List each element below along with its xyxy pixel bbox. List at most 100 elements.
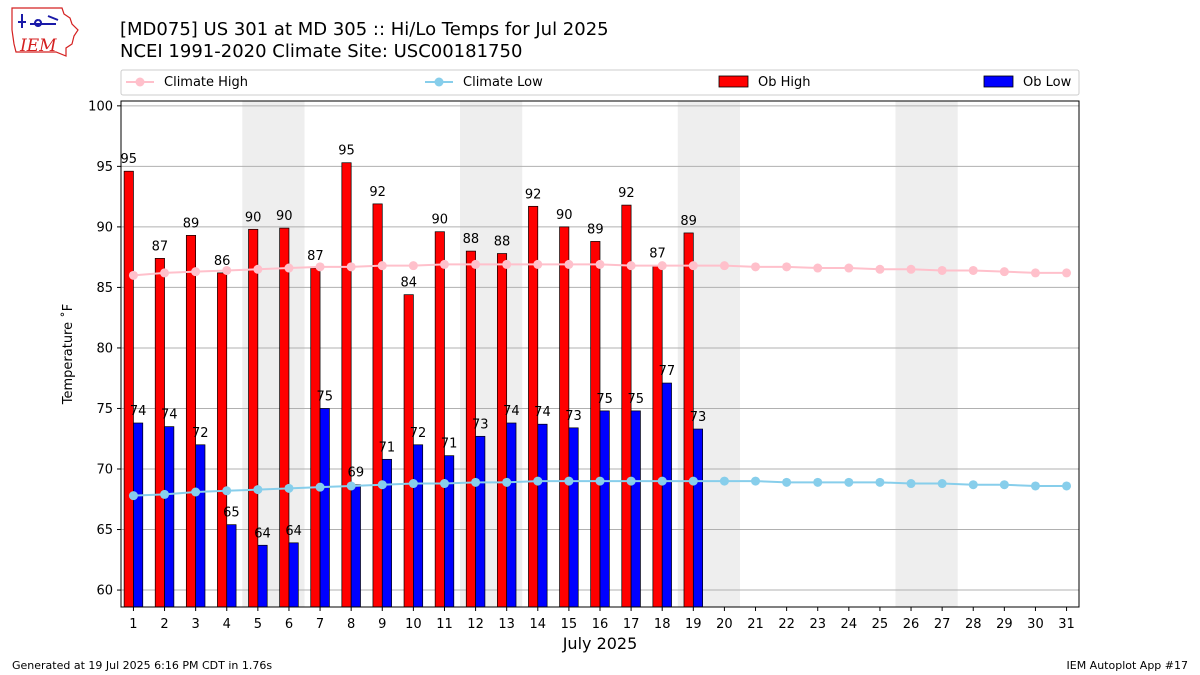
label-ob-low-day-5: 64 xyxy=(254,526,271,541)
point-climate-low-day-9 xyxy=(377,480,387,490)
bar-ob-low-day-16 xyxy=(599,410,610,608)
point-climate-high-day-15 xyxy=(564,259,574,269)
label-ob-low-day-18: 77 xyxy=(659,364,676,379)
footer-generated: Generated at 19 Jul 2025 6:16 PM CDT in … xyxy=(12,659,272,672)
y-tick-label-100: 100 xyxy=(88,99,113,114)
point-climate-high-day-29 xyxy=(999,267,1009,277)
point-climate-high-day-20 xyxy=(719,261,729,271)
label-ob-low-day-14: 74 xyxy=(534,405,551,420)
x-tick-label-27: 27 xyxy=(934,617,951,632)
bar-ob-high-day-6 xyxy=(279,227,290,608)
bar-ob-high-day-10 xyxy=(403,294,414,608)
point-climate-high-day-8 xyxy=(346,262,356,272)
bar-ob-low-day-11 xyxy=(444,455,455,608)
bar-ob-high-day-5 xyxy=(248,228,259,608)
point-climate-low-day-11 xyxy=(439,479,449,489)
x-tick-label-29: 29 xyxy=(996,617,1013,632)
bar-ob-low-day-12 xyxy=(475,435,486,608)
point-climate-high-day-25 xyxy=(875,264,885,274)
point-climate-low-day-30 xyxy=(1030,481,1040,491)
legend-item-climate-high: Climate High xyxy=(126,75,248,90)
bar-ob-high-day-18 xyxy=(652,265,663,608)
point-climate-low-day-2 xyxy=(160,489,170,499)
legend: Climate High Climate Low Ob High Ob Low xyxy=(120,69,1080,96)
legend-swatch-ob-high xyxy=(718,75,749,88)
bar-ob-low-day-2 xyxy=(164,426,175,608)
x-tick-label-23: 23 xyxy=(809,617,826,632)
label-ob-high-day-4: 86 xyxy=(214,254,231,269)
label-ob-low-day-19: 73 xyxy=(690,410,707,425)
x-tick-label-6: 6 xyxy=(285,617,293,632)
point-climate-high-day-4 xyxy=(222,265,232,275)
label-ob-high-day-1: 95 xyxy=(121,152,138,167)
x-axis: 1 2 3 4 5 6 7 8 9 10 11 12 13 14 15 16 17 18 19 20 21 22 23 24 2… xyxy=(129,607,1075,632)
label-ob-low-day-8: 69 xyxy=(348,466,365,481)
legend-label-climate-high: Climate High xyxy=(164,75,248,90)
chart-subtitle: NCEI 1991-2020 Climate Site: USC00181750 xyxy=(120,41,522,62)
x-tick-label-5: 5 xyxy=(254,617,262,632)
point-climate-low-day-1 xyxy=(128,491,138,501)
point-climate-high-day-14 xyxy=(533,259,543,269)
bar-ob-high-day-4 xyxy=(217,272,228,608)
x-tick-label-1: 1 xyxy=(129,617,137,632)
label-ob-low-day-16: 75 xyxy=(596,392,613,407)
x-tick-label-13: 13 xyxy=(498,617,515,632)
bar-ob-low-day-19 xyxy=(692,428,703,608)
point-climate-high-day-7 xyxy=(315,262,325,272)
y-tick-label-95: 95 xyxy=(96,160,113,175)
x-tick-label-28: 28 xyxy=(965,617,982,632)
bar-ob-low-day-10 xyxy=(413,444,424,608)
x-tick-label-17: 17 xyxy=(623,617,640,632)
x-tick-label-10: 10 xyxy=(405,617,422,632)
chart-title: [MD075] US 301 at MD 305 :: Hi/Lo Temps … xyxy=(120,19,609,40)
label-ob-high-day-5: 90 xyxy=(245,210,262,225)
iem-logo-weather-icon xyxy=(18,14,59,28)
legend-box xyxy=(120,69,1080,96)
legend-swatch-ob-low xyxy=(983,75,1014,88)
point-climate-low-day-3 xyxy=(191,487,201,497)
label-ob-high-day-3: 89 xyxy=(183,216,200,231)
point-climate-high-day-16 xyxy=(595,259,605,269)
x-tick-label-2: 2 xyxy=(160,617,168,632)
point-climate-low-day-24 xyxy=(844,477,854,487)
point-climate-high-day-23 xyxy=(813,263,823,273)
x-tick-label-25: 25 xyxy=(872,617,889,632)
bar-ob-low-day-13 xyxy=(506,422,517,608)
point-climate-low-day-15 xyxy=(564,476,574,486)
x-axis-label: July 2025 xyxy=(562,634,638,653)
legend-item-ob-high: Ob High xyxy=(718,75,811,90)
label-ob-low-day-1: 74 xyxy=(130,404,147,419)
label-ob-low-day-7: 75 xyxy=(316,389,333,404)
label-ob-high-day-9: 92 xyxy=(369,185,386,200)
y-axis-label: Temperature ˚F xyxy=(60,304,76,405)
point-climate-high-day-12 xyxy=(471,259,481,269)
x-tick-label-14: 14 xyxy=(530,617,547,632)
point-climate-low-day-18 xyxy=(657,476,667,486)
point-climate-high-day-26 xyxy=(906,264,916,274)
bar-ob-low-day-14 xyxy=(537,423,548,608)
point-climate-high-day-2 xyxy=(160,268,170,278)
bar-ob-low-day-4 xyxy=(226,524,237,608)
label-ob-high-day-16: 89 xyxy=(587,222,604,237)
point-climate-low-day-16 xyxy=(595,476,605,486)
bar-ob-high-day-13 xyxy=(497,253,508,608)
x-tick-label-22: 22 xyxy=(778,617,795,632)
point-climate-low-day-22 xyxy=(782,477,792,487)
bar-ob-low-day-8 xyxy=(350,484,361,608)
bar-ob-low-day-1 xyxy=(133,422,144,608)
point-climate-high-day-28 xyxy=(968,265,978,275)
point-climate-high-day-3 xyxy=(191,267,201,277)
point-climate-high-day-17 xyxy=(626,261,636,271)
y-tick-label-70: 70 xyxy=(96,463,113,478)
label-ob-high-day-19: 89 xyxy=(680,214,697,229)
label-ob-high-day-11: 90 xyxy=(432,213,449,228)
bar-ob-low-day-15 xyxy=(568,427,579,608)
label-ob-low-day-17: 75 xyxy=(627,392,644,407)
point-climate-low-day-21 xyxy=(751,476,761,486)
bar-ob-high-day-16 xyxy=(590,241,601,608)
point-climate-high-day-9 xyxy=(377,261,387,271)
climate-lines xyxy=(128,259,1072,501)
legend-item-climate-low: Climate Low xyxy=(425,75,543,90)
label-ob-high-day-8: 95 xyxy=(338,144,355,159)
label-ob-high-day-2: 87 xyxy=(152,239,169,254)
